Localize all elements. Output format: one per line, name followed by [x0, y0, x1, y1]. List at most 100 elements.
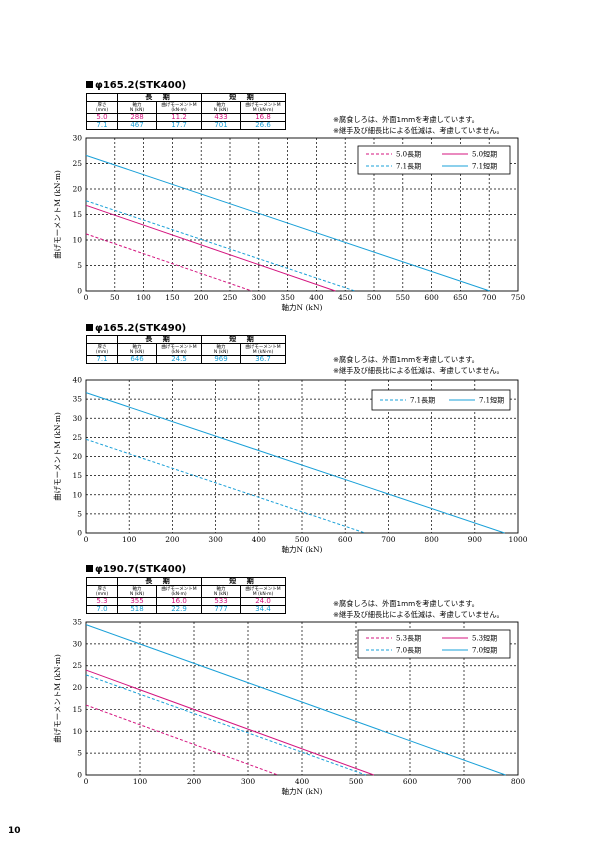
legend-label: 7.0短期	[472, 646, 497, 655]
section-1-title: φ165.2(STK400)	[86, 80, 186, 91]
x-tick-label: 600	[338, 535, 353, 544]
spec-table-3: 長 期 短 期 厚さ (mm) 軸力 N (kN) 曲げモーメントM (kN·m) 軸…	[86, 577, 286, 614]
table-row: 7.0 518 22.9 777 34.4	[86, 605, 286, 614]
x-tick-label: 200	[165, 535, 180, 544]
x-tick-label: 700	[482, 293, 497, 302]
y-tick-label: 35	[72, 395, 82, 404]
x-tick-label: 100	[122, 535, 137, 544]
legend-label: 5.0長期	[396, 151, 421, 159]
x-tick-label: 0	[84, 777, 89, 786]
y-tick-label: 25	[72, 433, 82, 442]
x-tick-label: 300	[241, 777, 256, 786]
x-tick-label: 500	[349, 777, 364, 786]
legend-label: 7.1短期	[479, 396, 504, 405]
x-tick-label: 500	[295, 535, 310, 544]
y-tick-label: 20	[72, 452, 82, 461]
x-tick-label: 250	[223, 293, 238, 302]
section-2-title: φ165.2(STK490)	[86, 323, 186, 334]
x-tick-label: 200	[194, 293, 209, 302]
x-axis-label: 軸力N (kN)	[282, 786, 323, 796]
square-bullet-icon	[86, 324, 93, 331]
legend-label: 5.0短期	[472, 150, 497, 159]
y-axis-label: 曲げモーメントM (kN·m)	[52, 412, 62, 501]
x-tick-label: 400	[309, 293, 324, 302]
legend-label: 5.3長期	[396, 635, 421, 643]
header-long-term: 長 期	[117, 93, 202, 102]
x-tick-label: 200	[187, 777, 202, 786]
plot-frame	[85, 379, 519, 534]
legend-box	[357, 629, 511, 659]
y-tick-label: 5	[77, 261, 82, 270]
notes-2: ※腐食しろは、外面1mmを考慮しています。 ※継手及び細長比による低減は、考慮し…	[333, 355, 504, 375]
y-tick-label: 20	[72, 185, 82, 194]
legend-label: 7.1長期	[410, 397, 435, 405]
x-axis-label: 軸力N (kN)	[282, 302, 323, 312]
series-line	[85, 669, 374, 776]
y-tick-label: 30	[72, 639, 82, 648]
x-tick-label: 550	[396, 293, 411, 302]
y-tick-label: 35	[72, 618, 82, 627]
x-tick-label: 650	[453, 293, 468, 302]
section-3-title: φ190.7(STK400)	[86, 564, 186, 575]
x-tick-label: 100	[133, 777, 148, 786]
x-tick-label: 400	[252, 535, 267, 544]
legend-box	[371, 389, 511, 411]
x-tick-label: 450	[338, 293, 353, 302]
page-number: 10	[8, 826, 21, 836]
legend-label: 7.1長期	[396, 163, 421, 171]
y-tick-label: 10	[72, 490, 82, 499]
legend-label: 7.1短期	[472, 162, 497, 171]
series-line	[85, 438, 366, 534]
series-line	[85, 704, 278, 776]
series-line	[85, 204, 336, 292]
y-tick-label: 15	[72, 210, 82, 219]
y-tick-label: 25	[72, 159, 82, 168]
x-tick-label: 600	[424, 293, 439, 302]
y-tick-label: 5	[77, 749, 82, 758]
chart-3: 0 100 200 300 400 500 600 700 800 0 5 10 15 20 25 30 35 軸…	[52, 618, 526, 797]
x-tick-label: 1000	[508, 535, 527, 544]
y-tick-label: 15	[72, 705, 82, 714]
x-tick-label: 800	[511, 777, 526, 786]
x-tick-label: 350	[280, 293, 295, 302]
x-tick-label: 400	[295, 777, 310, 786]
table-row: 7.1 467 17.7 701 26.6	[86, 121, 286, 130]
x-tick-label: 700	[457, 777, 472, 786]
square-bullet-icon	[86, 81, 93, 88]
x-tick-label: 900	[468, 535, 483, 544]
x-tick-label: 100	[136, 293, 151, 302]
y-tick-label: 5	[77, 509, 82, 518]
y-tick-label: 0	[77, 771, 82, 780]
series-line	[85, 674, 366, 776]
y-tick-label: 20	[72, 683, 82, 692]
notes-3: ※腐食しろは、外面1mmを考慮しています。 ※継手及び細長比による低減は、考慮し…	[333, 599, 504, 619]
x-tick-label: 50	[110, 293, 120, 302]
spec-table-1: 長 期 短 期 厚さ (mm) 軸力 N (kN) 曲げモーメントM (kN·m) 軸…	[86, 93, 286, 130]
x-axis-label: 軸力N (kN)	[282, 544, 323, 554]
x-tick-label: 700	[381, 535, 396, 544]
y-tick-label: 10	[72, 727, 82, 736]
x-tick-label: 800	[424, 535, 439, 544]
table-row: 7.1 646 24.5 969 36.7	[86, 355, 286, 364]
x-tick-label: 300	[208, 535, 223, 544]
y-tick-label: 15	[72, 471, 82, 480]
series-line	[85, 233, 253, 292]
x-tick-label: 500	[367, 293, 382, 302]
y-tick-label: 30	[72, 414, 82, 423]
y-tick-label: 30	[72, 134, 82, 143]
legend-box	[357, 145, 511, 175]
series-line	[85, 200, 356, 292]
y-tick-label: 10	[72, 236, 82, 245]
header-short-term: 短 期	[201, 93, 286, 102]
series-line	[85, 154, 490, 292]
legend-label: 7.0長期	[396, 647, 421, 655]
x-tick-label: 600	[403, 777, 418, 786]
square-bullet-icon	[86, 565, 93, 572]
chart-2: 0 100 200 300 400 500 600 700 800 900 1000 0 5 10 15 20…	[52, 376, 528, 555]
series-line	[85, 392, 505, 534]
y-axis-label: 曲げモーメントM (kN·m)	[52, 170, 62, 259]
x-tick-label: 300	[252, 293, 267, 302]
x-tick-label: 0	[84, 535, 89, 544]
y-tick-label: 0	[77, 529, 82, 538]
y-tick-label: 0	[77, 287, 82, 296]
